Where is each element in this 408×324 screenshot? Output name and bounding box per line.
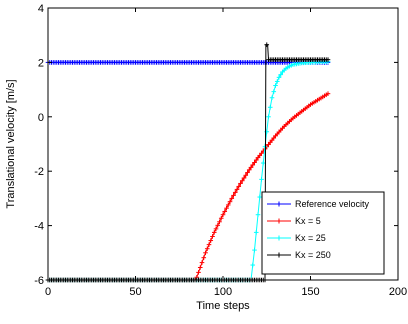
y-tick-label: -4	[34, 221, 44, 233]
x-tick-label: 50	[129, 286, 141, 298]
legend-label: Reference velocity	[295, 199, 370, 209]
y-axis-label: Translational velocity [m/s]	[5, 79, 17, 208]
tick-labels: 0 50 100 150 200 -6 -4 -2 0 2 4	[34, 3, 407, 298]
x-tick-label: 100	[214, 286, 232, 298]
legend-item: Kx = 250	[267, 250, 331, 260]
ticks	[47, 7, 399, 281]
legend-box	[261, 191, 385, 275]
legend-item: Kx = 5	[267, 216, 321, 226]
legend-label: Kx = 25	[295, 233, 326, 243]
y-tick-label: 2	[38, 57, 44, 69]
y-tick-label: 0	[38, 112, 44, 124]
legend-label: Kx = 5	[295, 216, 321, 226]
x-tick-label: 200	[389, 286, 407, 298]
y-tick-label: -2	[34, 166, 44, 178]
y-tick-label: -6	[34, 275, 44, 287]
x-axis-label: Time steps	[196, 300, 250, 312]
legend-label: Kx = 250	[295, 250, 331, 260]
y-tick-label: 4	[38, 3, 44, 15]
x-tick-label: 0	[45, 286, 51, 298]
legend-item: Reference velocity	[267, 199, 370, 209]
legend-item: Kx = 25	[267, 233, 326, 243]
legend: Reference velocity Kx = 5 Kx = 25 Kx = 250	[261, 191, 385, 275]
x-tick-label: 150	[301, 286, 319, 298]
